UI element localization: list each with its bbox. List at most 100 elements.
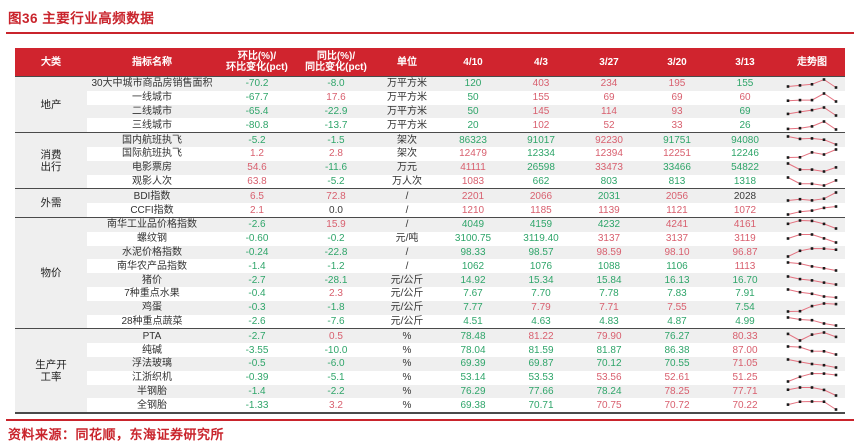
unit-cell: % xyxy=(402,399,412,411)
value-cell: 60 xyxy=(739,92,751,104)
yoy-change-cell: -13.7 xyxy=(324,119,348,131)
table-row: 物价 南华工业品价格指数 -2.6 15.9/4049 4159 4232 4241 4161 xyxy=(15,216,845,329)
trend-sparkline xyxy=(786,288,838,300)
yoy-change-cell: 15.9 xyxy=(297,216,375,232)
value-cell: 4.63 xyxy=(531,315,551,327)
indicator-name: 南华工业品价格指数 xyxy=(87,216,217,232)
yoy-change-cell: -10.0 xyxy=(324,344,348,356)
unit-cell: 元/吨 xyxy=(395,233,419,245)
value-cell: 69 xyxy=(671,92,683,104)
value-cell: 33473 xyxy=(575,160,643,175)
value-cell: 12251 xyxy=(663,148,691,160)
indicator-name: 浮法玻璃 xyxy=(87,356,217,371)
unit-cell: 万平方米 xyxy=(375,75,439,91)
indicator-name: 电影票房 xyxy=(87,160,217,175)
yoy-change-cell: -1.5 xyxy=(297,132,375,147)
yoy-change-cell: -1.2 xyxy=(327,260,345,272)
value-cell: 70.75 xyxy=(596,399,622,411)
column-header: 环比(%)/ 环比变化(pct) xyxy=(217,48,297,77)
value-cell: 1076 xyxy=(529,260,553,272)
value-cell: 12246 xyxy=(731,148,759,160)
value-cell: 41111 xyxy=(439,160,507,175)
value-cell: 51.25 xyxy=(732,372,758,384)
value-cell: 86323 xyxy=(439,132,507,147)
unit-cell: 万人次 xyxy=(392,175,422,187)
sparkline-cell xyxy=(779,315,845,329)
value-cell: 7.67 xyxy=(463,288,483,300)
value-cell: 7.55 xyxy=(643,300,711,315)
value-cell: 26 xyxy=(739,119,751,131)
table-row: 消费 出行 国内航班执飞 -5.2 -1.5 架次 86323 91017 92230 9175… xyxy=(15,132,845,189)
unit-cell: / xyxy=(375,245,439,260)
value-cell: 7.83 xyxy=(667,288,687,300)
trend-sparkline xyxy=(786,399,838,411)
indicator-name: 30大中城市商品房销售面积 xyxy=(87,75,217,91)
table-row: 南华农产品指数 -1.4 -1.2 / 1062 1076 1088 1106 1113 xyxy=(15,259,845,273)
trend-sparkline xyxy=(786,316,838,327)
value-cell: 7.71 xyxy=(575,300,643,315)
value-cell: 4241 xyxy=(643,216,711,232)
trend-sparkline xyxy=(786,162,838,173)
value-cell: 78.04 xyxy=(460,344,486,356)
yoy-change-cell: -28.1 xyxy=(297,273,375,287)
table-row: 7种重点水果 -0.4 2.3 元/公斤 7.67 7.70 7.78 7.83 7.91 xyxy=(15,287,845,301)
yoy-change-cell: 0.0 xyxy=(329,204,343,216)
unit-cell: % xyxy=(375,328,439,344)
column-header: 3/27 xyxy=(575,48,643,77)
trend-sparkline xyxy=(786,260,838,272)
value-cell: 81.22 xyxy=(507,328,575,344)
table-row: 全钢胎 -1.33 3.2% 69.38 70.71 70.75 70.72 70.22 xyxy=(15,398,845,413)
table-row: 一线城市 -67.7 17.6 万平方米 50 155 69 69 60 xyxy=(15,91,845,105)
table-row: 观影人次 63.8 -5.2 万人次 1083 662 803 813 1318 xyxy=(15,175,845,189)
sparkline-cell xyxy=(779,132,845,147)
indicator-name: 观影人次 xyxy=(132,175,172,187)
unit-cell: 万平方米 xyxy=(375,104,439,119)
value-cell: 7.91 xyxy=(735,288,755,300)
high-frequency-data-table-wrap: 大类 指标名称 环比(%)/ 环比变化(pct) 同比(%)/ 同比变化(pct) 单位… xyxy=(15,48,845,415)
title-divider xyxy=(6,32,854,34)
header-row: 大类 指标名称 环比(%)/ 环比变化(pct) 同比(%)/ 同比变化(pct) 单位… xyxy=(15,48,845,77)
column-header: 走势图 xyxy=(779,48,845,77)
trend-sparkline xyxy=(786,148,838,160)
yoy-change-cell: -11.6 xyxy=(297,160,375,175)
value-cell: 70.72 xyxy=(664,399,690,411)
sparkline-cell xyxy=(779,232,845,246)
yoy-change-cell: 2.8 xyxy=(329,148,343,160)
mom-change-cell: -2.6 xyxy=(217,216,297,232)
sparkline-cell xyxy=(779,188,845,204)
indicator-name: 纯碱 xyxy=(142,344,162,356)
category-cell: 生产开 工率 xyxy=(15,328,87,414)
value-cell: 155 xyxy=(532,92,550,104)
value-cell: 4.87 xyxy=(667,315,687,327)
value-cell: 7.77 xyxy=(439,300,507,315)
sparkline-cell xyxy=(779,300,845,315)
value-cell: 813 xyxy=(668,175,686,187)
yoy-change-cell: -5.1 xyxy=(327,372,345,384)
value-cell: 69 xyxy=(603,92,615,104)
unit-cell: 元/公斤 xyxy=(390,315,424,327)
column-header: 4/10 xyxy=(439,48,507,77)
mom-change-cell: -1.4 xyxy=(217,384,297,399)
sparkline-cell xyxy=(779,147,845,161)
value-cell: 1088 xyxy=(597,260,621,272)
indicator-name: 国际航班执飞 xyxy=(122,148,182,160)
value-cell: 7.54 xyxy=(711,300,779,315)
mom-change-cell: -67.7 xyxy=(245,92,269,104)
trend-sparkline xyxy=(786,358,838,370)
mom-change-cell: -0.39 xyxy=(245,372,269,384)
value-cell: 1113 xyxy=(734,260,756,272)
value-cell: 92230 xyxy=(575,132,643,147)
value-cell: 2201 xyxy=(439,188,507,204)
sparkline-cell xyxy=(779,356,845,371)
mom-change-cell: -3.55 xyxy=(245,344,269,356)
value-cell: 12479 xyxy=(459,148,487,160)
trend-sparkline xyxy=(786,190,838,202)
mom-change-cell: 6.5 xyxy=(217,188,297,204)
mom-change-cell: -65.4 xyxy=(217,104,297,119)
indicator-name: 一线城市 xyxy=(132,92,172,104)
table-row: 生产开 工率 PTA -2.7 0.5% 78.48 81.22 79.90 76.27 80.… xyxy=(15,328,845,414)
value-cell: 1062 xyxy=(461,260,485,272)
high-frequency-data-table: 大类 指标名称 环比(%)/ 环比变化(pct) 同比(%)/ 同比变化(pct) 单位… xyxy=(15,48,845,415)
indicator-name: 螺纹钢 xyxy=(137,233,167,245)
unit-cell: / xyxy=(375,188,439,204)
